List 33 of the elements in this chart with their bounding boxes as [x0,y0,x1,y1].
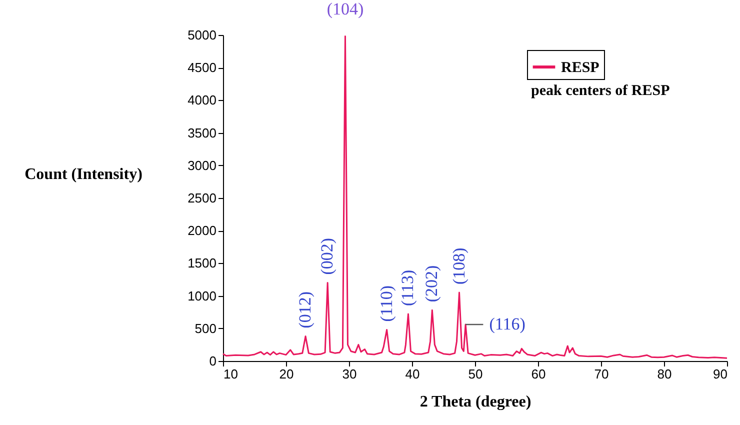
x-tick-label: 50 [468,366,483,382]
x-tick-label: 90 [713,366,728,382]
line-series [222,36,728,359]
annotation: (116) [489,314,526,334]
y-tick-label: 5000 [188,28,216,42]
y-tick-label: 4000 [188,92,216,108]
x-tick-label: 80 [657,366,672,382]
annotation: peak centers of RESP [531,83,670,99]
annotation: (002) [318,238,337,275]
y-tick-label: 1500 [188,256,216,271]
x-tick-label: 20 [279,366,294,382]
x-tick-label: 40 [405,366,420,382]
annotation: (113) [398,270,418,306]
annotation: (202) [422,265,442,302]
x-tick-label: 60 [531,366,546,382]
annotation: (104) [326,0,364,18]
y-tick-label: 500 [194,320,216,336]
annotation: (110) [376,286,396,322]
x-tick-label: 10 [224,366,238,382]
annotation: (012) [296,291,315,328]
y-tick-label: 3000 [188,158,216,173]
annotation: (108) [449,248,468,285]
y-tick-label: 1000 [188,288,216,304]
x-axis-title: 2 Theta (degree) [420,394,532,410]
y-tick-label: 0 [209,354,216,368]
y-tick-label: 2000 [188,223,216,238]
y-tick-label: 4500 [188,60,216,76]
y-tick-label: 3500 [188,125,216,140]
y-tick-label: 2500 [188,190,216,206]
legend-label: RESP [561,60,600,76]
x-tick-label: 70 [594,366,609,382]
x-tick-label: 30 [342,366,357,382]
y-axis-title: Count (Intensity) [24,166,142,184]
